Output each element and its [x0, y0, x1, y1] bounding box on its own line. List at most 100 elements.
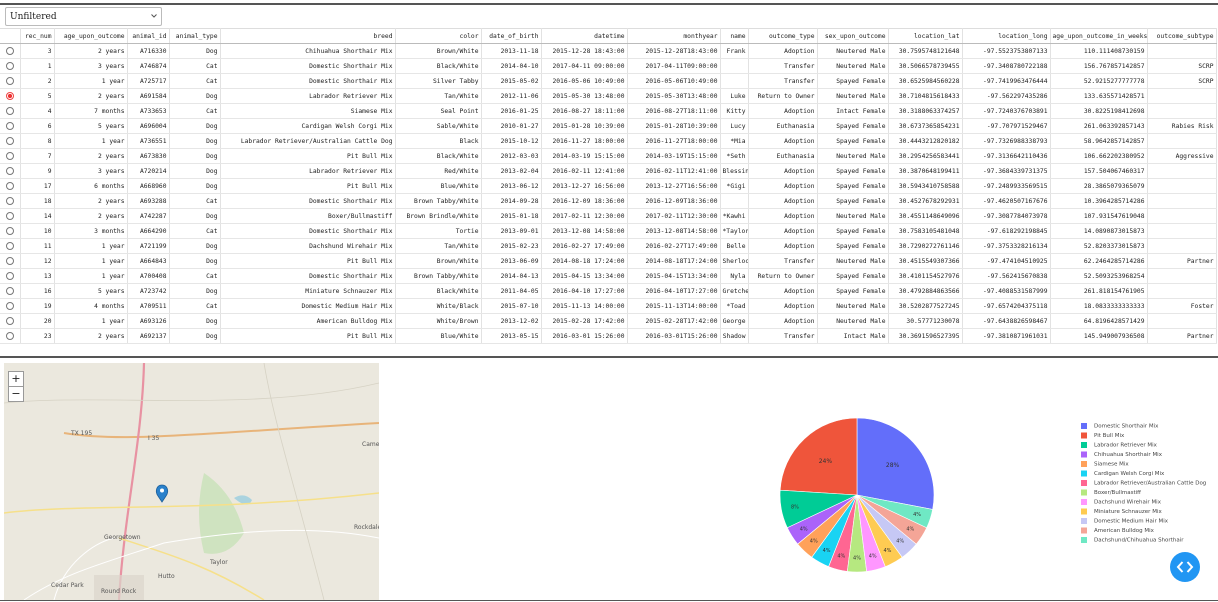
- table-cell: Brown Tabby/White: [395, 268, 482, 284]
- table-cell: Labrador Retriever/Australian Cattle Dog: [220, 133, 396, 149]
- table-cell: 261.818154761905: [1050, 283, 1148, 299]
- map[interactable]: TX 195 I 35 Cameron Georgetown Round Rock Ced…: [4, 363, 379, 600]
- slice-label: 4%: [896, 539, 904, 545]
- legend-label: American Bulldog Mix: [1094, 528, 1155, 534]
- column-header: age_upon_outcome: [54, 28, 128, 44]
- column-header: location_lat: [888, 28, 963, 44]
- row-radio[interactable]: [5, 257, 14, 265]
- slice-label: 4%: [823, 548, 831, 554]
- table-cell: *Mia: [720, 133, 749, 149]
- select-cell: [0, 253, 21, 269]
- row-radio[interactable]: [5, 92, 14, 100]
- table-cell: Cat: [169, 268, 221, 284]
- row-radio[interactable]: [5, 107, 14, 115]
- slice-label: 28%: [886, 462, 900, 469]
- table-cell: Miniature Schnauzer Mix: [220, 283, 396, 299]
- table-cell: 30.2954256583441: [888, 148, 963, 164]
- row-radio[interactable]: [5, 77, 14, 85]
- table-cell: -97.7240376703891: [962, 103, 1051, 119]
- table-cell: 7 months: [54, 103, 128, 119]
- table-cell: [1147, 208, 1217, 224]
- table-cell: [1147, 193, 1217, 209]
- table-cell: 3 years: [54, 163, 128, 179]
- table-cell: Spayed Female: [817, 118, 889, 134]
- row-radio[interactable]: [5, 197, 14, 205]
- table-cell: 2 years: [54, 148, 128, 164]
- table-cell: 30.7583105481048: [888, 223, 963, 239]
- row-radio[interactable]: [5, 182, 14, 190]
- table-cell: A691584: [127, 88, 170, 104]
- filter-dropdown[interactable]: Unfiltered: [5, 7, 162, 26]
- dropdown-caret: [151, 14, 157, 18]
- table-cell: -97.474104510925: [962, 253, 1051, 269]
- table-cell: 30.4101154527976: [888, 268, 963, 284]
- table-cell: Brown Brindle/White: [395, 208, 482, 224]
- row-radio[interactable]: [5, 167, 14, 175]
- legend-swatch: [1081, 527, 1087, 534]
- zoom-out[interactable]: −: [8, 386, 24, 402]
- table-cell: Tan/White: [395, 238, 482, 254]
- table-cell: Adoption: [748, 283, 818, 299]
- table-row: 10 3 months A664290 Cat Domestic Shorthair M…: [0, 223, 1217, 239]
- row-radio[interactable]: [5, 122, 14, 130]
- table-cell: 28.3865079365079: [1050, 178, 1148, 194]
- table-cell: 2013-06-09: [481, 253, 542, 269]
- table-cell: Neutered Male: [817, 253, 889, 269]
- table-cell: 2015-01-18: [481, 208, 542, 224]
- row-radio[interactable]: [5, 242, 14, 250]
- map-marker[interactable]: [155, 484, 169, 503]
- dropdown-value: Unfiltered: [10, 12, 57, 22]
- table-cell: Red/White: [395, 163, 482, 179]
- toggle-button[interactable]: [1170, 552, 1200, 582]
- column-header: color: [395, 28, 482, 44]
- table-cell: 1 year: [54, 253, 128, 269]
- table-cell: 30.3691596527395: [888, 328, 963, 344]
- table-cell: -97.3408780722188: [962, 58, 1051, 74]
- table-cell: [720, 58, 749, 74]
- table-cell: 10: [20, 223, 55, 239]
- table-cell: 2016-11-27T18:00:00: [627, 133, 721, 149]
- table-cell: 1 year: [54, 268, 128, 284]
- table-cell: Aggressive: [1147, 148, 1217, 164]
- row-radio[interactable]: [5, 287, 14, 295]
- row-radio[interactable]: [5, 227, 14, 235]
- select-cell: [0, 178, 21, 194]
- table-cell: 30.7290272761146: [888, 238, 963, 254]
- map-tiles: TX 195 I 35 Cameron Georgetown Round Rock Ced…: [4, 363, 379, 600]
- row-radio[interactable]: [5, 302, 14, 310]
- select-cell: [0, 58, 21, 74]
- row-radio[interactable]: [5, 62, 14, 70]
- column-header: location_long: [962, 28, 1051, 44]
- row-radio[interactable]: [5, 332, 14, 340]
- zoom-in[interactable]: +: [8, 371, 24, 387]
- table-cell: Adoption: [748, 193, 818, 209]
- table-cell: SCRP: [1147, 58, 1217, 74]
- map-label: I 35: [148, 435, 159, 442]
- column-header: rec_num: [20, 28, 55, 44]
- table-cell: A716330: [127, 43, 170, 59]
- row-radio[interactable]: [5, 317, 14, 325]
- table-cell: 2016-01-25: [481, 103, 542, 119]
- table-cell: [1147, 283, 1217, 299]
- table-cell: Cat: [169, 298, 221, 314]
- row-radio[interactable]: [5, 272, 14, 280]
- row-radio[interactable]: [5, 47, 14, 55]
- select-cell: [0, 193, 21, 209]
- table-cell: 13: [20, 268, 55, 284]
- row-radio[interactable]: [5, 212, 14, 220]
- table-cell: [1147, 88, 1217, 104]
- table-cell: Adoption: [748, 43, 818, 59]
- table-cell: [1147, 103, 1217, 119]
- row-radio[interactable]: [5, 152, 14, 160]
- table-cell: 2017-04-11 09:00:00: [541, 58, 628, 74]
- table-cell: 1: [20, 58, 55, 74]
- table-cell: A733653: [127, 103, 170, 119]
- select-cell: [0, 148, 21, 164]
- row-radio[interactable]: [5, 137, 14, 145]
- table-cell: 2014-08-18T17:24:00: [627, 253, 721, 269]
- table-cell: 1 year: [54, 133, 128, 149]
- select-cell: [0, 268, 21, 284]
- table-cell: 2016-02-27 17:49:00: [541, 238, 628, 254]
- table-cell: -97.6574204375118: [962, 298, 1051, 314]
- table-cell: Neutered Male: [817, 298, 889, 314]
